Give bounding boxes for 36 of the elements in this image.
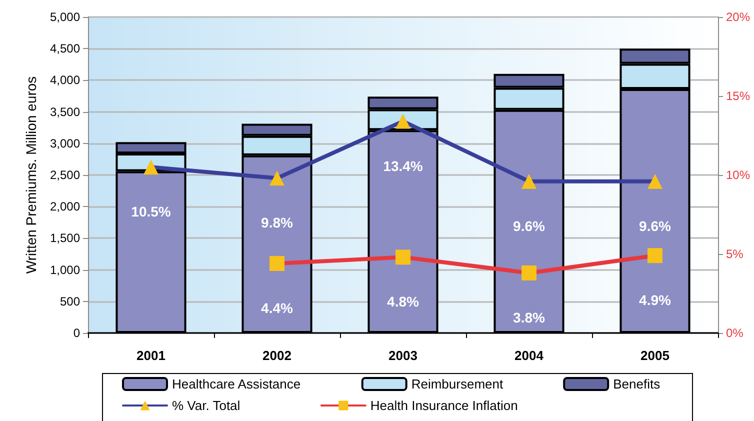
data-label: 9.6% (513, 218, 546, 234)
x-tick-label: 2002 (262, 348, 292, 363)
y-tick-label: 1,500 (50, 231, 80, 246)
data-label: 4.8% (387, 294, 420, 310)
data-label: 3.8% (513, 309, 546, 326)
y2-tick-label: 0% (726, 326, 744, 340)
data-label: 10.5% (131, 204, 172, 220)
y2-tick-label: 15% (726, 89, 750, 103)
data-label: 9.8% (261, 214, 294, 231)
y-tick-label: 3,500 (50, 104, 80, 119)
x-tick-label: 2003 (388, 348, 418, 363)
x-tick-label: 2004 (514, 348, 544, 363)
y-tick-label: 4,500 (50, 42, 80, 56)
legend-label: Health Insurance Inflation (370, 398, 518, 413)
y-tick-label: 2,500 (50, 168, 80, 182)
y-tick-label: 500 (60, 294, 80, 308)
data-label: 4.4% (261, 300, 294, 316)
y2-tick-label: 5% (726, 247, 744, 261)
x-tick-label: 2005 (640, 348, 670, 363)
y-tick-label: 5,000 (50, 10, 80, 24)
data-label: 4.9% (639, 292, 672, 308)
x-tick-label: 2001 (136, 348, 166, 363)
data-label: 9.6% (639, 218, 672, 234)
data-label: 13.4% (383, 158, 424, 174)
y-tick-label: 4,000 (50, 73, 80, 88)
legend-label: Reimbursement (411, 376, 504, 392)
y-axis-title: Written Premiums. Million euros (23, 76, 39, 274)
legend-label: Benefits (613, 376, 661, 392)
legend-label: % Var. Total (172, 398, 240, 413)
y-tick-label: 3,000 (50, 136, 80, 150)
y-tick-label: 1,000 (50, 262, 80, 277)
y2-tick-label: 10% (726, 168, 750, 182)
legend-label: Healthcare Assistance (172, 376, 301, 392)
y2-tick-label: 20% (726, 10, 750, 24)
y-tick-label: 0 (73, 326, 80, 340)
y-tick-label: 2,000 (50, 200, 80, 214)
